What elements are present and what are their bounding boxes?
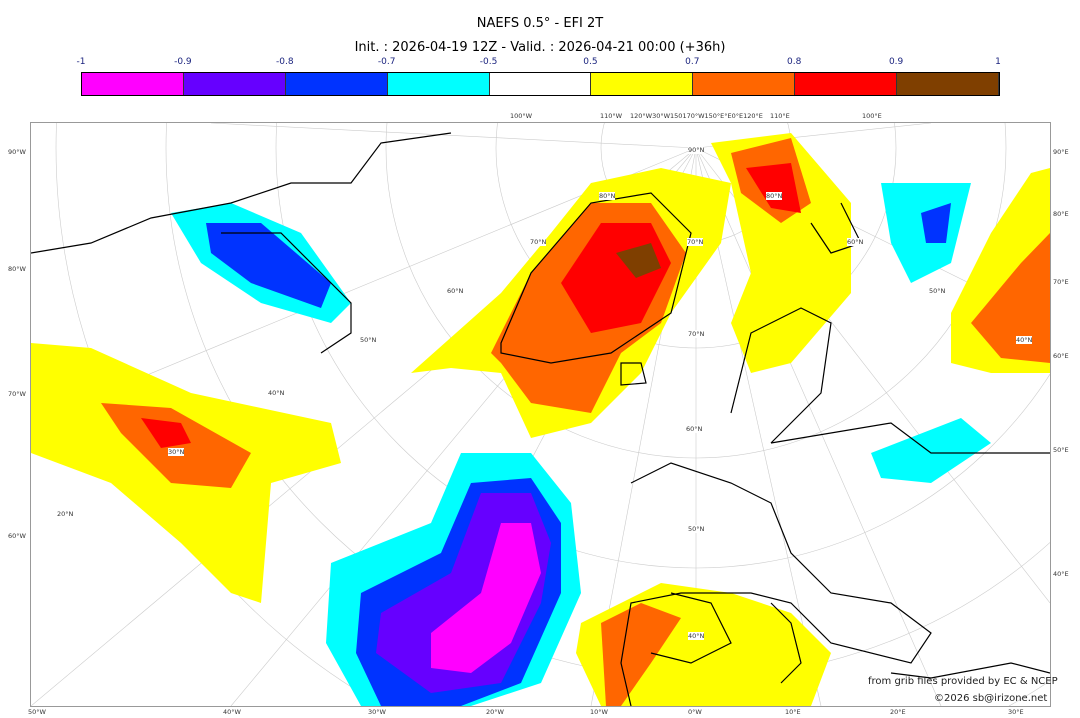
graticule-label: 60°N <box>447 287 464 295</box>
warm-anomaly-brown <box>616 243 661 278</box>
colorbar-swatch <box>183 73 286 95</box>
graticule-label: 0°W <box>688 708 702 716</box>
graticule-label: 100°W <box>510 112 533 120</box>
map-subtitle: Init. : 2026-04-19 12Z - Valid. : 2026-0… <box>354 40 726 55</box>
graticule-label: 60°E <box>1053 352 1069 360</box>
graticule-label: 60°N <box>847 238 864 246</box>
graticule-label: 110°E <box>770 112 790 120</box>
warm-anomaly-orange <box>601 603 681 706</box>
colorbar-tick: 0.8 <box>787 57 802 67</box>
graticule-label: 90°N <box>688 146 705 154</box>
colorbar-swatch <box>795 73 898 95</box>
cold-anomaly-blue <box>206 223 331 308</box>
graticule-label: 60°W <box>8 532 26 540</box>
colorbar-swatch <box>693 73 796 95</box>
colorbar-tick: 0.5 <box>583 57 598 67</box>
colorbar-swatch <box>82 73 184 95</box>
graticule-label: 80°N <box>599 192 616 200</box>
warm-anomaly-orange <box>971 233 1050 363</box>
cold-anomaly-cyan <box>871 418 991 483</box>
efi-map <box>30 122 1051 707</box>
colorbar-tick: -0.7 <box>377 57 396 67</box>
graticule-label: 40°E <box>1053 570 1069 578</box>
graticule-label: 40°N <box>1016 336 1033 344</box>
colorbar-tick: 0.7 <box>685 57 700 67</box>
graticule-label: 80°N <box>766 192 783 200</box>
colorbar-swatch <box>897 73 1000 95</box>
graticule-label: 60°N <box>686 425 703 433</box>
graticule-label: 70°N <box>688 330 705 338</box>
graticule-label: 20°E <box>890 708 906 716</box>
map-title: NAEFS 0.5° - EFI 2T <box>476 16 604 31</box>
graticule-label: 120°W30°W150170°W150°E°E0°E120°E <box>630 112 763 120</box>
graticule-label: 70°N <box>687 238 704 246</box>
graticule-label: 70°E <box>1053 278 1069 286</box>
colorbar-swatch <box>489 73 592 95</box>
graticule-label: 110°W <box>600 112 623 120</box>
warm-anomaly-red <box>746 163 801 213</box>
colorbar-swatch <box>591 73 694 95</box>
colorbar-swatch <box>285 73 388 95</box>
graticule-label: 90°E <box>1053 148 1069 156</box>
graticule-label: 30°E <box>1008 708 1024 716</box>
graticule-label: 20°W <box>486 708 504 716</box>
graticule-label: 30°W <box>368 708 386 716</box>
graticule-label: 20°N <box>57 510 74 518</box>
graticule-label: 50°N <box>929 287 946 295</box>
copyright: ©2026 sb@irizone.net <box>934 693 1048 704</box>
data-source-credit: from grib files provided by EC & NCEP <box>868 676 1058 687</box>
graticule-label: 10°E <box>785 708 801 716</box>
graticule-label: 80°W <box>8 265 26 273</box>
efi-fields <box>31 133 1050 706</box>
graticule-label: 30°N <box>168 448 185 456</box>
graticule-label: 40°N <box>268 389 285 397</box>
graticule-label: 40°N <box>688 632 705 640</box>
colorbar-swatch <box>387 73 490 95</box>
cold-anomaly-magenta <box>431 523 541 673</box>
graticule-label: 80°E <box>1053 210 1069 218</box>
colorbar-tick: -0.5 <box>479 57 498 67</box>
graticule-label: 90°W <box>8 148 26 156</box>
map-canvas <box>31 123 1050 706</box>
graticule-label: 70°N <box>530 238 547 246</box>
graticule-label: 50°N <box>688 525 705 533</box>
colorbar-tick: 1 <box>995 57 1001 67</box>
graticule-label: 70°W <box>8 390 26 398</box>
colorbar-tick: -0.9 <box>174 57 192 67</box>
graticule-label: 10°W <box>590 708 608 716</box>
colorbar-tick: -0.8 <box>275 57 294 67</box>
graticule-label: 100°E <box>862 112 882 120</box>
graticule-label: 40°W <box>223 708 241 716</box>
coastlines <box>31 132 1050 706</box>
colorbar-tick: -1 <box>76 57 86 67</box>
graticule-label: 50°E <box>1053 446 1069 454</box>
colorbar <box>81 72 1000 96</box>
warm-anomaly-red <box>141 418 191 448</box>
graticule-label: 50°N <box>360 336 377 344</box>
colorbar-tick: 0.9 <box>888 57 904 67</box>
graticule-label: 50°W <box>28 708 46 716</box>
cold-anomaly-blue <box>921 203 951 243</box>
